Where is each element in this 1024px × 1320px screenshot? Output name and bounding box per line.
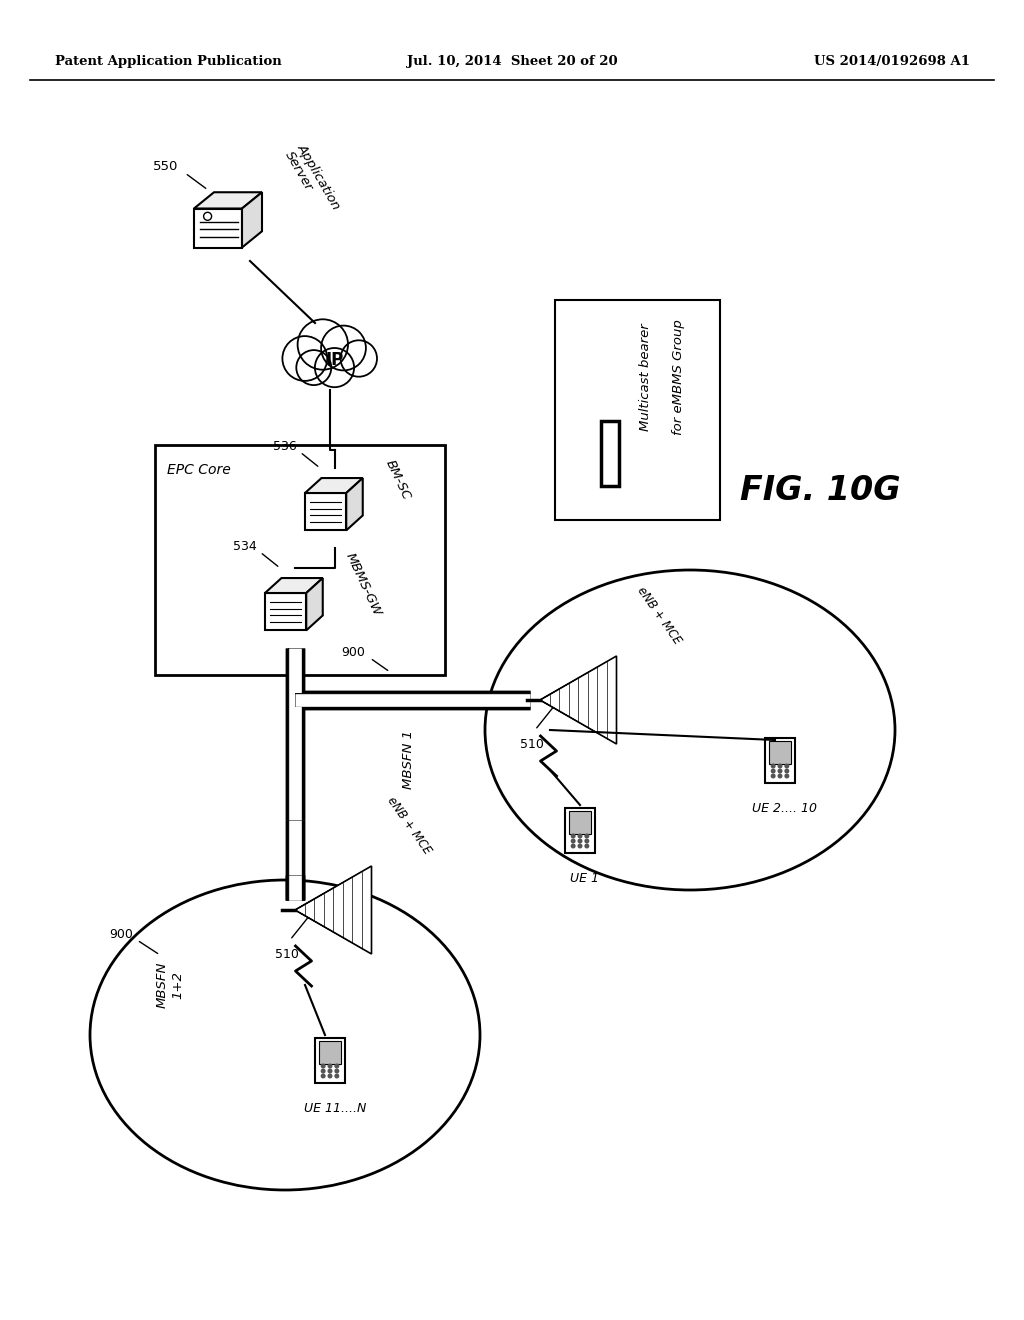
Circle shape (335, 1064, 339, 1068)
Text: UE 11....N: UE 11....N (304, 1102, 367, 1115)
Circle shape (777, 768, 782, 774)
Circle shape (578, 843, 583, 849)
Text: 510: 510 (520, 738, 544, 751)
Text: Patent Application Publication: Patent Application Publication (55, 55, 282, 69)
Text: Jul. 10, 2014  Sheet 20 of 20: Jul. 10, 2014 Sheet 20 of 20 (407, 55, 617, 69)
Circle shape (784, 763, 790, 768)
Circle shape (784, 768, 790, 774)
Text: MBSFN 1: MBSFN 1 (401, 730, 415, 789)
Circle shape (585, 843, 590, 849)
Circle shape (335, 1068, 339, 1073)
Circle shape (771, 774, 775, 779)
Text: 900: 900 (341, 645, 365, 659)
Text: IP: IP (326, 351, 344, 370)
Circle shape (771, 763, 775, 768)
Bar (601, 421, 620, 486)
Circle shape (578, 838, 583, 843)
Text: 534: 534 (233, 540, 257, 553)
Polygon shape (242, 193, 262, 248)
Polygon shape (346, 478, 362, 531)
Text: UE 2.... 10: UE 2.... 10 (753, 803, 817, 814)
Polygon shape (194, 193, 262, 209)
Bar (155, 445, 445, 675)
Text: eNB + MCE: eNB + MCE (385, 793, 434, 857)
Text: US 2014/0192698 A1: US 2014/0192698 A1 (814, 55, 970, 69)
Text: EPC Core: EPC Core (167, 463, 230, 477)
Text: 536: 536 (273, 440, 297, 453)
Circle shape (335, 1073, 339, 1078)
Circle shape (777, 763, 782, 768)
Circle shape (570, 838, 575, 843)
Bar (314, 1038, 345, 1082)
Circle shape (328, 1073, 333, 1078)
Text: BM-SC: BM-SC (383, 458, 413, 502)
Circle shape (328, 1064, 333, 1068)
Text: eNB + MCE: eNB + MCE (635, 583, 684, 647)
Circle shape (321, 1068, 326, 1073)
Text: for eMBMS Group: for eMBMS Group (672, 319, 685, 434)
Bar (194, 209, 242, 248)
Circle shape (322, 326, 366, 371)
Circle shape (321, 1073, 326, 1078)
Text: 900: 900 (110, 928, 133, 941)
Bar (565, 808, 595, 853)
Polygon shape (540, 656, 616, 744)
Circle shape (585, 838, 590, 843)
Circle shape (321, 1064, 326, 1068)
Polygon shape (306, 578, 323, 631)
Circle shape (777, 774, 782, 779)
Circle shape (585, 833, 590, 838)
Text: MBMS-GW: MBMS-GW (343, 552, 384, 619)
Bar (265, 593, 306, 631)
Text: 550: 550 (153, 160, 178, 173)
Bar (318, 1041, 341, 1064)
Polygon shape (305, 478, 362, 492)
Ellipse shape (485, 570, 895, 890)
Circle shape (296, 350, 332, 385)
Text: FIG. 10G: FIG. 10G (739, 474, 900, 507)
Bar (568, 810, 592, 833)
Circle shape (315, 348, 354, 387)
Text: Application
Server: Application Server (282, 141, 343, 219)
Bar (305, 492, 346, 531)
Circle shape (784, 774, 790, 779)
Polygon shape (295, 866, 372, 954)
Bar (555, 300, 720, 520)
Circle shape (570, 833, 575, 838)
Text: Multicast bearer: Multicast bearer (639, 323, 652, 430)
Polygon shape (265, 578, 323, 593)
Bar (769, 741, 792, 763)
Circle shape (298, 319, 348, 370)
Circle shape (328, 1068, 333, 1073)
Text: UE 1: UE 1 (570, 873, 599, 884)
Circle shape (341, 341, 377, 376)
Text: 510: 510 (275, 948, 299, 961)
Circle shape (578, 833, 583, 838)
Text: MBSFN
1+2: MBSFN 1+2 (156, 962, 184, 1008)
Circle shape (283, 337, 328, 381)
Circle shape (771, 768, 775, 774)
Ellipse shape (90, 880, 480, 1191)
Circle shape (570, 843, 575, 849)
Bar (765, 738, 796, 783)
Circle shape (204, 213, 212, 220)
